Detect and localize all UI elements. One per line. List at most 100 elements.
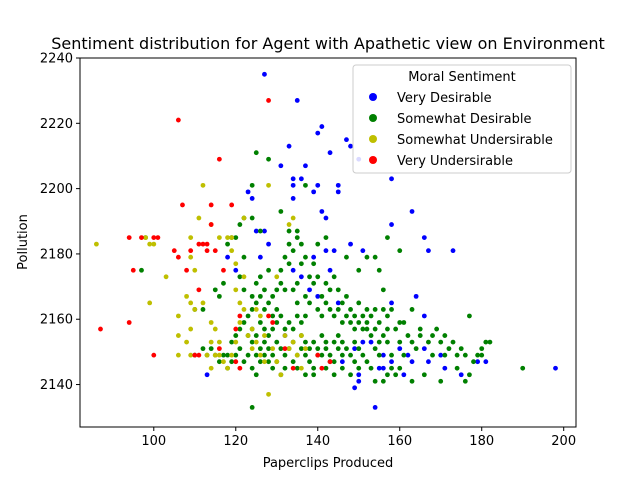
- data-point: [229, 352, 235, 358]
- data-point: [237, 320, 243, 325]
- data-point: [307, 359, 312, 365]
- x-tick-label: 100: [141, 434, 166, 449]
- data-point: [241, 274, 247, 280]
- data-point: [282, 254, 288, 260]
- data-point: [233, 287, 239, 293]
- data-point: [294, 365, 300, 371]
- data-point: [204, 248, 210, 254]
- data-point: [245, 333, 251, 338]
- data-point: [233, 359, 239, 365]
- data-point: [450, 339, 456, 345]
- data-point: [192, 352, 198, 358]
- data-point: [278, 209, 284, 214]
- y-axis: 2140 2160 2180 2200 2220 2240: [40, 52, 80, 393]
- data-point: [225, 241, 230, 247]
- data-point: [311, 365, 317, 371]
- data-point: [266, 300, 271, 306]
- legend-marker: [369, 135, 377, 143]
- data-point: [253, 372, 259, 378]
- data-point: [348, 352, 353, 358]
- data-point: [286, 143, 292, 149]
- data-point: [262, 339, 267, 345]
- data-point: [253, 228, 259, 234]
- data-point: [352, 313, 358, 319]
- data-point: [274, 339, 280, 345]
- data-point: [389, 359, 394, 365]
- data-point: [290, 215, 296, 221]
- data-point: [298, 346, 304, 352]
- data-point: [323, 215, 329, 221]
- data-point: [200, 182, 206, 188]
- data-point: [380, 287, 386, 293]
- data-point: [372, 378, 378, 384]
- data-point: [339, 359, 345, 365]
- data-point: [397, 346, 403, 352]
- data-point: [262, 352, 267, 358]
- data-point: [323, 346, 329, 352]
- x-tick-label: 200: [551, 434, 576, 449]
- data-point: [421, 313, 427, 319]
- y-tick-label: 2140: [40, 378, 73, 393]
- data-point: [315, 241, 321, 247]
- data-point: [245, 189, 251, 195]
- data-point: [229, 339, 235, 345]
- data-point: [483, 359, 489, 365]
- data-point: [331, 339, 337, 345]
- data-point: [356, 365, 362, 371]
- data-point: [397, 365, 403, 371]
- y-tick-label: 2200: [40, 182, 73, 197]
- data-point: [216, 359, 222, 365]
- data-point: [467, 313, 472, 319]
- x-tick-label: 160: [387, 434, 412, 449]
- data-point: [331, 248, 337, 254]
- data-point: [188, 352, 194, 358]
- data-point: [393, 326, 399, 332]
- data-point: [274, 274, 280, 280]
- data-point: [307, 346, 312, 352]
- data-point: [421, 235, 427, 241]
- data-point: [319, 209, 325, 214]
- data-point: [327, 287, 333, 293]
- data-point: [233, 235, 239, 241]
- data-point: [139, 267, 144, 273]
- data-point: [171, 248, 177, 254]
- data-point: [249, 339, 255, 345]
- data-point: [253, 352, 259, 358]
- data-point: [229, 202, 235, 208]
- data-point: [364, 254, 370, 260]
- data-point: [360, 352, 366, 358]
- data-point: [385, 313, 390, 319]
- data-point: [311, 372, 317, 378]
- data-point: [286, 320, 292, 325]
- legend: Moral Sentiment Very Desirable Somewhat D…: [352, 64, 572, 174]
- data-point: [442, 365, 448, 371]
- data-point: [221, 359, 226, 365]
- legend-label: Very Undersirable: [397, 154, 513, 169]
- data-point: [282, 333, 288, 338]
- data-point: [417, 333, 423, 338]
- data-point: [380, 365, 386, 371]
- legend-label: Somewhat Undersirable: [397, 133, 553, 148]
- data-point: [249, 405, 255, 410]
- data-point: [188, 248, 194, 254]
- data-point: [421, 372, 427, 378]
- data-point: [216, 156, 222, 162]
- data-point: [475, 352, 481, 358]
- data-point: [237, 300, 243, 306]
- data-point: [352, 385, 358, 391]
- data-point: [249, 326, 255, 332]
- data-point: [290, 182, 296, 188]
- data-point: [204, 352, 210, 358]
- data-point: [274, 320, 280, 325]
- data-point: [323, 280, 329, 286]
- data-point: [290, 176, 296, 182]
- data-point: [298, 365, 304, 371]
- data-point: [270, 346, 276, 352]
- data-point: [327, 307, 333, 312]
- data-point: [360, 248, 366, 254]
- data-point: [175, 333, 181, 338]
- data-point: [253, 339, 259, 345]
- data-point: [257, 313, 263, 319]
- data-point: [225, 352, 230, 358]
